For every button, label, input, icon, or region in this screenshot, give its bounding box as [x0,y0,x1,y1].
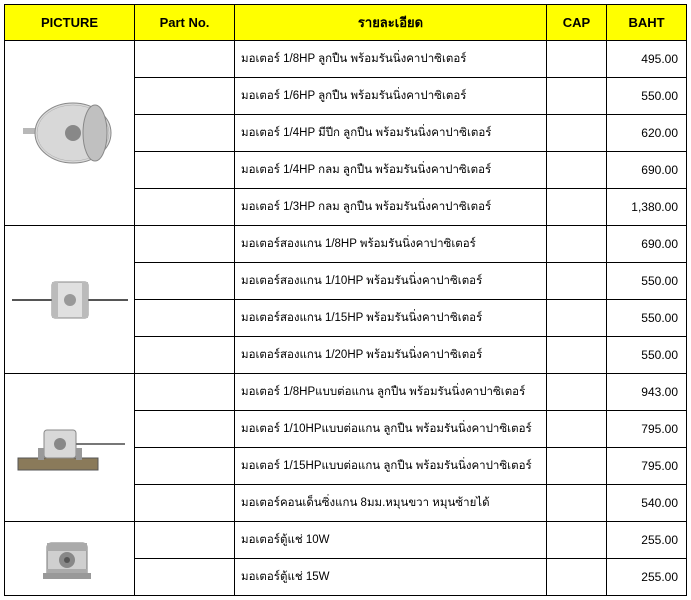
motor-small-icon [7,529,132,589]
partno-cell [135,226,235,263]
cap-cell [547,41,607,78]
desc-cell: มอเตอร์ 1/10HPแบบต่อแกน ลูกปืน พร้อมรันน… [235,411,547,448]
picture-cell [5,226,135,374]
partno-cell [135,411,235,448]
header-desc: รายละเอียด [235,5,547,41]
cap-cell [547,522,607,559]
baht-cell: 795.00 [607,448,687,485]
picture-cell [5,41,135,226]
cap-cell [547,337,607,374]
cap-cell [547,189,607,226]
table-row: มอเตอร์สองแกน 1/8HP พร้อมรันนิ่งคาปาซิเต… [5,226,687,263]
product-table: PICTURE Part No. รายละเอียด CAP BAHT มอเ… [4,4,687,596]
desc-cell: มอเตอร์ตู้แช่ 10W [235,522,547,559]
partno-cell [135,448,235,485]
cap-cell [547,226,607,263]
partno-cell [135,41,235,78]
desc-cell: มอเตอร์ 1/4HP กลม ลูกปืน พร้อมรันนิ่งคาป… [235,152,547,189]
desc-cell: มอเตอร์สองแกน 1/20HP พร้อมรันนิ่งคาปาซิเ… [235,337,547,374]
picture-cell [5,522,135,596]
motor-round-icon [7,93,132,173]
baht-cell: 550.00 [607,263,687,300]
desc-cell: มอเตอร์ 1/8HP ลูกปืน พร้อมรันนิ่งคาปาซิเ… [235,41,547,78]
table-body: มอเตอร์ 1/8HP ลูกปืน พร้อมรันนิ่งคาปาซิเ… [5,41,687,596]
desc-cell: มอเตอร์ 1/4HP มีปีก ลูกปืน พร้อมรันนิ่งค… [235,115,547,152]
baht-cell: 550.00 [607,337,687,374]
partno-cell [135,263,235,300]
cap-cell [547,448,607,485]
baht-cell: 540.00 [607,485,687,522]
baht-cell: 495.00 [607,41,687,78]
desc-cell: มอเตอร์ 1/8HPแบบต่อแกน ลูกปืน พร้อมรันนิ… [235,374,547,411]
cap-cell [547,78,607,115]
desc-cell: มอเตอร์ 1/3HP กลม ลูกปืน พร้อมรันนิ่งคาป… [235,189,547,226]
partno-cell [135,300,235,337]
cap-cell [547,411,607,448]
desc-cell: มอเตอร์สองแกน 1/10HP พร้อมรันนิ่งคาปาซิเ… [235,263,547,300]
cap-cell [547,374,607,411]
cap-cell [547,485,607,522]
desc-cell: มอเตอร์ตู้แช่ 15W [235,559,547,596]
table-row: มอเตอร์ 1/8HPแบบต่อแกน ลูกปืน พร้อมรันนิ… [5,374,687,411]
baht-cell: 690.00 [607,226,687,263]
cap-cell [547,300,607,337]
baht-cell: 690.00 [607,152,687,189]
desc-cell: มอเตอร์ 1/6HP ลูกปืน พร้อมรันนิ่งคาปาซิเ… [235,78,547,115]
partno-cell [135,189,235,226]
baht-cell: 943.00 [607,374,687,411]
partno-cell [135,152,235,189]
partno-cell [135,485,235,522]
partno-cell [135,374,235,411]
baht-cell: 550.00 [607,300,687,337]
motor-twinshaft-icon [7,270,132,330]
baht-cell: 255.00 [607,522,687,559]
header-row: PICTURE Part No. รายละเอียด CAP BAHT [5,5,687,41]
table-row: มอเตอร์ตู้แช่ 10W 255.00 [5,522,687,559]
baht-cell: 550.00 [607,78,687,115]
header-picture: PICTURE [5,5,135,41]
baht-cell: 795.00 [607,411,687,448]
header-partno: Part No. [135,5,235,41]
table-row: มอเตอร์ 1/8HP ลูกปืน พร้อมรันนิ่งคาปาซิเ… [5,41,687,78]
header-baht: BAHT [607,5,687,41]
baht-cell: 255.00 [607,559,687,596]
partno-cell [135,337,235,374]
partno-cell [135,522,235,559]
baht-cell: 620.00 [607,115,687,152]
motor-mount-icon [7,420,132,475]
cap-cell [547,263,607,300]
partno-cell [135,559,235,596]
cap-cell [547,115,607,152]
partno-cell [135,78,235,115]
desc-cell: มอเตอร์สองแกน 1/8HP พร้อมรันนิ่งคาปาซิเต… [235,226,547,263]
header-cap: CAP [547,5,607,41]
desc-cell: มอเตอร์สองแกน 1/15HP พร้อมรันนิ่งคาปาซิเ… [235,300,547,337]
desc-cell: มอเตอร์คอนเด็นซิ่งแกน 8มม.หมุนขวา หมุนซ้… [235,485,547,522]
partno-cell [135,115,235,152]
baht-cell: 1,380.00 [607,189,687,226]
cap-cell [547,152,607,189]
desc-cell: มอเตอร์ 1/15HPแบบต่อแกน ลูกปืน พร้อมรันน… [235,448,547,485]
cap-cell [547,559,607,596]
picture-cell [5,374,135,522]
